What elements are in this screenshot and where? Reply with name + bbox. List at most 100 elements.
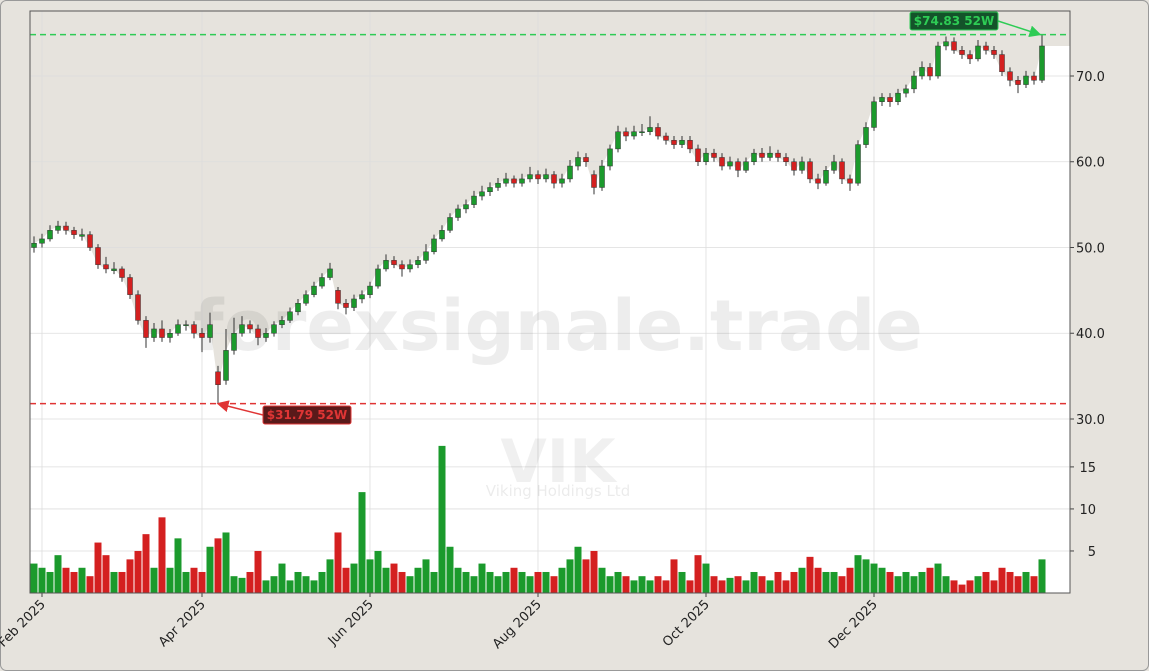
candle-body [463,204,469,210]
volume-bar [286,580,294,593]
candle-body [191,324,197,334]
volume-bar [486,571,494,593]
volume-bar [342,567,350,593]
volume-bar [942,576,950,593]
candle-body [431,238,437,253]
volume-bar [502,571,510,593]
candle-body [455,208,461,218]
candle-body [255,328,261,338]
candle-body [159,328,165,338]
volume-bar [790,571,798,593]
volume-bar [126,559,134,593]
volume-bar [38,567,46,593]
candle-body [615,131,621,150]
y-tick-label: 15 [1079,461,1096,476]
candle-body [319,277,325,287]
volume-bar [174,538,182,593]
volume-bar [142,534,150,593]
level-label: $31.79 52W [267,408,347,422]
volume-bar [86,576,94,593]
candle-body [399,264,405,270]
candle-body [791,161,797,171]
candle-body [607,148,613,167]
volume-bar [230,576,238,593]
candle-body [671,140,677,145]
volume-bar [782,580,790,593]
candle-body [127,277,133,295]
candle-body [367,285,373,295]
candle-body [47,230,53,240]
candle-body [543,174,549,180]
candle-body [39,238,45,244]
volume-bar [702,563,710,593]
volume-bar [750,571,758,593]
volume-bar [918,571,926,593]
candle-body [1031,75,1037,81]
volume-bar [214,538,222,593]
candle-body [703,152,709,162]
volume-bar [70,571,78,593]
volume-bar [542,571,550,593]
candle-body [719,157,725,167]
volume-bar [382,567,390,593]
candle-body [807,161,813,180]
volume-bar [446,546,454,593]
volume-bar [414,567,422,593]
candle-body [215,371,221,385]
volume-bar [494,576,502,593]
volume-bar [262,580,270,593]
volume-bar [1030,576,1038,593]
candle-body [119,268,125,278]
volume-bar [926,567,934,593]
volume-bar [366,559,374,593]
candle-body [551,174,557,184]
volume-bar [326,559,334,593]
level-label: $74.83 52W [914,14,994,28]
candle-body [559,178,565,184]
volume-bar [478,563,486,593]
volume-bar [310,580,318,593]
volume-bar [694,555,702,593]
volume-bar [534,571,542,593]
candle-body [1023,75,1029,85]
volume-bar [838,576,846,593]
candle-body [943,41,949,47]
volume-bar [662,580,670,593]
candle-body [439,230,445,240]
volume-bar [870,563,878,593]
candle-body [247,324,253,330]
y-tick-label: 50.0 [1076,241,1105,256]
volume-bar [358,492,366,593]
volume-bar [150,567,158,593]
candle-body [407,264,413,270]
level-label-box [909,11,999,31]
candle-body [295,302,301,313]
candle-body [55,225,61,231]
volume-bar [598,567,606,593]
candle-body [223,350,229,381]
candle-body [151,328,157,338]
candle-body [647,127,653,132]
candle-body [999,54,1005,72]
volume-bar [206,546,214,593]
volume-bar [398,571,406,593]
volume-bar [1022,571,1030,593]
volume-bar [238,577,246,593]
volume-bar [182,571,190,593]
volume-bar [462,571,470,593]
candle-body [479,191,485,197]
candle-body [143,320,149,338]
candle-body [535,174,541,180]
volume-bar [646,580,654,593]
candle-body [487,187,493,193]
volume-bar [270,576,278,593]
volume-bar [318,571,326,593]
volume-bar [822,571,830,593]
candle-body [1007,71,1013,81]
candle-body [279,320,285,325]
candle-body [823,170,829,184]
volume-bar [198,571,206,593]
volume-bar [974,576,982,593]
candle-body [79,234,85,237]
candle-body [623,131,629,137]
